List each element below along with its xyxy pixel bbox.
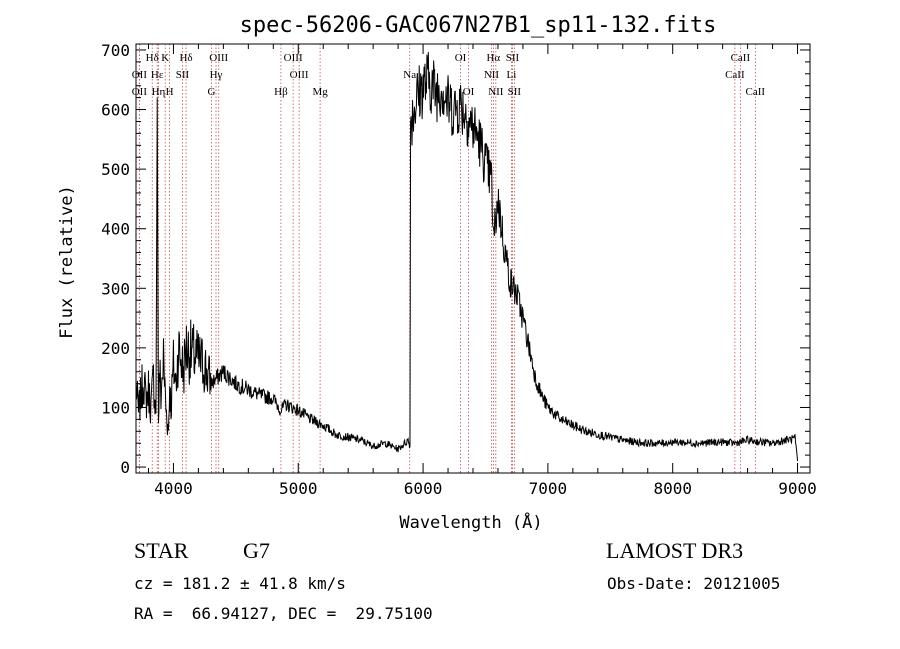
line-label: SII: [176, 69, 190, 81]
line-label: Hδ: [179, 52, 192, 64]
y-tick-label: 0: [120, 458, 130, 477]
line-label: Hε: [151, 69, 164, 81]
object-class: STAR: [134, 538, 189, 563]
line-label: OII: [132, 69, 148, 81]
object-subclass: G7: [243, 538, 270, 563]
survey-name: LAMOST DR3: [606, 538, 744, 563]
y-tick-label: 300: [101, 279, 130, 298]
line-label: CaII: [731, 52, 751, 64]
coordinates: RA = 66.94127, DEC = 29.75100: [134, 604, 433, 623]
spectrum-line: [135, 52, 799, 462]
line-label: CaII: [725, 69, 745, 81]
line-label: NII: [488, 86, 504, 98]
line-label: SII: [508, 86, 522, 98]
line-label: OIII: [290, 69, 309, 81]
x-tick-label: 5000: [279, 479, 318, 498]
line-label: SII: [506, 52, 520, 64]
line-label: OI: [455, 52, 467, 64]
line-label: CaII: [746, 86, 766, 98]
y-axis-ticks: 0 100 200 300 400 500 600 700: [101, 41, 810, 477]
x-tick-label: 6000: [404, 479, 443, 498]
y-axis-label: Flux (relative): [57, 185, 77, 339]
line-label: OII: [132, 86, 148, 98]
line-label: G: [208, 86, 216, 98]
y-tick-label: 500: [101, 160, 130, 179]
line-label: OI: [463, 86, 475, 98]
line-label: Hβ: [274, 86, 288, 98]
y-tick-label: 700: [101, 41, 130, 60]
x-axis-ticks: 4000 5000 6000 7000 8000 9000: [147, 44, 817, 498]
line-label: H: [166, 86, 174, 98]
plot-frame: [135, 43, 811, 474]
x-tick-label: 7000: [529, 479, 568, 498]
line-label: Na: [403, 69, 416, 81]
line-label: Hα: [486, 52, 500, 64]
line-label: Hη: [152, 86, 166, 98]
y-tick-label: 600: [101, 101, 130, 120]
y-tick-label: 100: [101, 398, 130, 417]
x-tick-label: 9000: [778, 479, 817, 498]
redshift-velocity: cz = 181.2 ± 41.8 km/s: [134, 574, 346, 593]
line-label: K: [161, 52, 169, 64]
y-tick-label: 400: [101, 220, 130, 239]
x-tick-label: 4000: [154, 479, 193, 498]
line-label: Hγ: [210, 69, 223, 81]
chart-title: spec-56206-GAC067N27B1_sp11-132.fits: [240, 13, 717, 38]
line-label: OIII: [284, 52, 303, 64]
spectral-line-markers: [138, 44, 756, 473]
x-axis-label: Wavelength (Å): [399, 511, 542, 533]
line-label: Mg: [312, 86, 328, 98]
observation-date: Obs-Date: 20121005: [607, 574, 781, 593]
line-label: Hδ: [146, 52, 159, 64]
line-label: Li: [507, 69, 517, 81]
line-label: OIII: [209, 52, 228, 64]
x-tick-label: 8000: [653, 479, 692, 498]
y-tick-label: 200: [101, 339, 130, 358]
line-label: NII: [484, 69, 500, 81]
